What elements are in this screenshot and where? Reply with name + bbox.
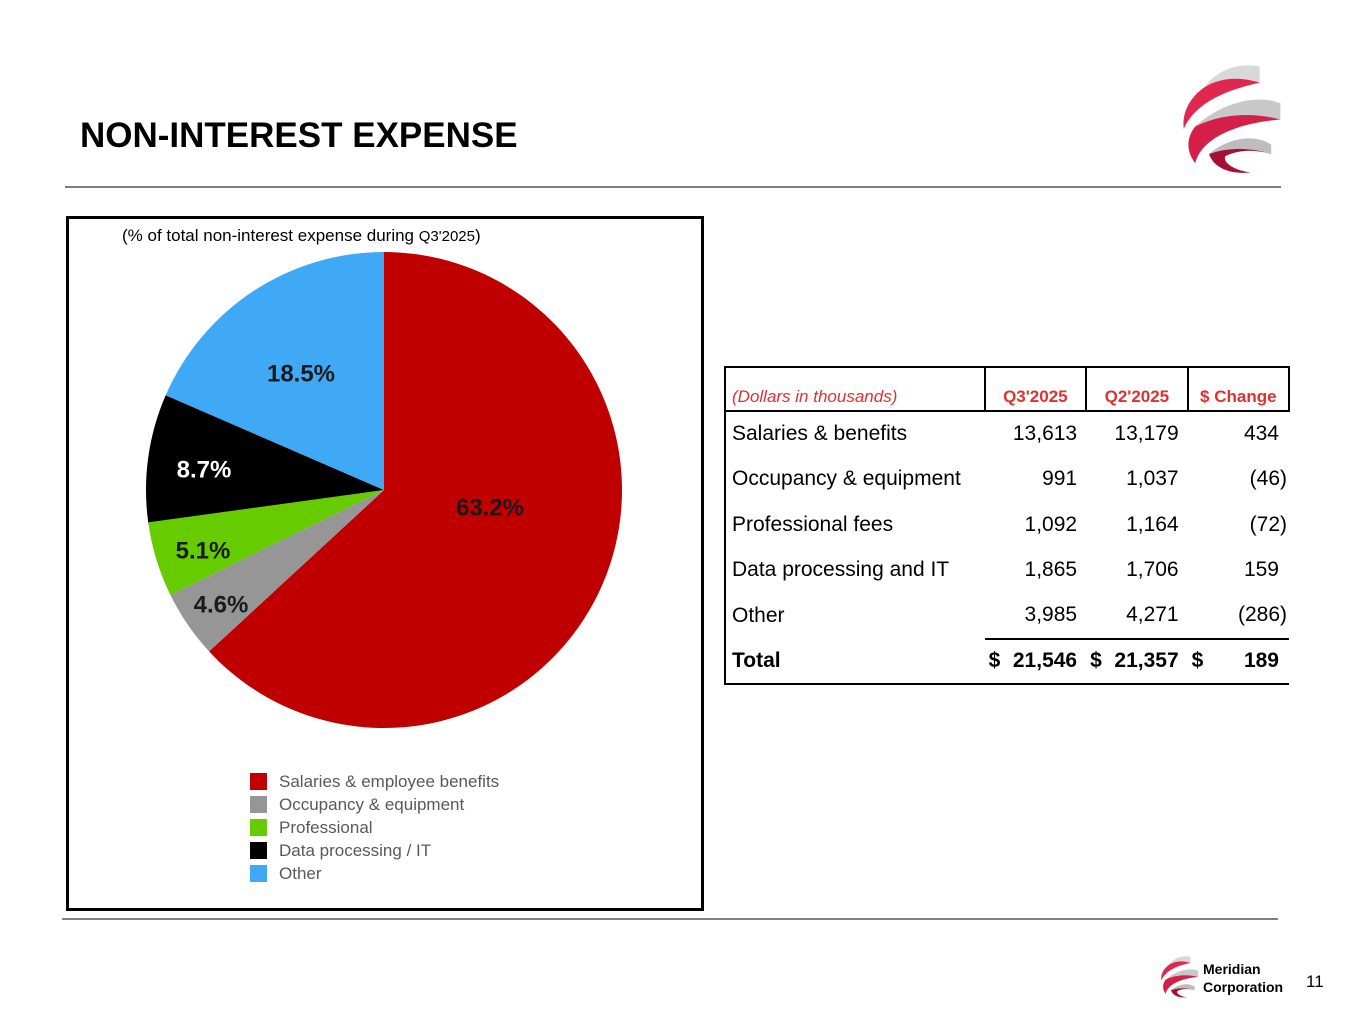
- data-label: 63.2%: [456, 494, 524, 521]
- chart-title-period: Q3'2025: [418, 228, 475, 245]
- legend-label: Professional: [279, 817, 373, 837]
- row-label: Data processing and IT: [724, 547, 985, 593]
- page-number: 11: [1306, 972, 1324, 991]
- page-title: NON-INTEREST EXPENSE: [80, 116, 518, 155]
- total-q2-value: 21,357: [1114, 649, 1179, 673]
- total-q3-value: 21,546: [1012, 649, 1078, 673]
- row-change: 434: [1243, 422, 1279, 446]
- row-change: (46): [1249, 467, 1287, 491]
- legend-item: Salaries & employee benefits: [250, 770, 499, 793]
- table-row: Occupancy & equipment 991 1,037 (46): [724, 456, 1289, 502]
- expense-table: (Dollars in thousands) Q3'2025 Q2'2025 $…: [724, 366, 1291, 685]
- chart-title-close: ): [474, 226, 481, 245]
- legend-item: Other: [250, 862, 499, 885]
- header-divider: [65, 186, 1281, 188]
- row-q3: 1,865: [1024, 558, 1078, 582]
- legend-label: Other: [279, 863, 322, 883]
- pie-slice-occupancy-equipment: [170, 490, 384, 652]
- total-change-value: 189: [1243, 649, 1279, 673]
- row-change: (72): [1249, 512, 1287, 536]
- row-q2: 4,271: [1086, 593, 1188, 639]
- row-label: Professional fees: [724, 502, 985, 548]
- legend-swatch: [250, 796, 267, 813]
- footer-logo-icon: [1161, 956, 1199, 998]
- currency-symbol: $: [1090, 649, 1102, 673]
- legend-swatch: [250, 819, 267, 836]
- row-label: Salaries & benefits: [724, 411, 985, 457]
- total-q3: $21,546: [984, 637, 1087, 685]
- total-label: Total: [724, 638, 985, 685]
- row-q3: 1,092: [1024, 512, 1078, 536]
- row-label: Other: [724, 593, 985, 639]
- table-row: Salaries & benefits 13,613 13,179 434: [724, 411, 1289, 457]
- table-row: Other 3,985 4,271 (286): [724, 593, 1289, 639]
- legend-item: Occupancy & equipment: [250, 793, 499, 816]
- col-header-change: $ Change: [1186, 366, 1291, 412]
- row-q2: 1,706: [1126, 558, 1179, 582]
- col-header-q3: Q3'2025: [983, 366, 1087, 412]
- row-q2: 13,179: [1114, 422, 1179, 446]
- chart-title: (% of total non-interest expense during …: [122, 226, 481, 246]
- legend-label: Salaries & employee benefits: [279, 771, 500, 791]
- legend-swatch: [250, 842, 267, 859]
- chart-title-text: (% of total non-interest expense during: [122, 226, 419, 245]
- table-row: Data processing and IT 1,865 1,706 159: [724, 547, 1289, 593]
- row-q3: 991: [1042, 467, 1078, 491]
- legend-swatch: [250, 865, 267, 882]
- row-change: (286): [1187, 593, 1289, 639]
- data-label: 8.7%: [177, 456, 232, 483]
- footer-divider: [62, 918, 1278, 920]
- chart-legend: Salaries & employee benefits Occupancy & …: [250, 770, 499, 885]
- row-label: Occupancy & equipment: [724, 456, 985, 502]
- row-q3: 13,613: [1012, 422, 1078, 446]
- row-q2: 1,037: [1126, 467, 1179, 491]
- pie-slice-professional: [148, 490, 384, 595]
- chart-frame: [66, 216, 704, 911]
- legend-label: Occupancy & equipment: [279, 794, 465, 814]
- row-q3: 3,985: [984, 593, 1087, 639]
- row-q2: 1,164: [1126, 512, 1179, 536]
- footer-company-name: Meridian Corporation: [1203, 960, 1283, 996]
- legend-label: Data processing / IT: [279, 840, 432, 860]
- footer-company-line2: Corporation: [1203, 979, 1284, 995]
- currency-symbol: $: [988, 649, 1001, 673]
- total-change: $189: [1187, 637, 1289, 685]
- footer-company-line1: Meridian: [1203, 961, 1261, 977]
- pie-slice-other: [165, 252, 384, 490]
- total-row: Total $21,546 $21,357 $189: [724, 637, 1289, 685]
- legend-item: Professional: [250, 816, 499, 839]
- unit-label: (Dollars in thousands): [724, 366, 985, 412]
- table-row: Professional fees 1,092 1,164 (72): [724, 502, 1289, 548]
- currency-symbol: $: [1191, 649, 1204, 673]
- company-logo-icon: [1183, 65, 1281, 173]
- total-q2: $21,357: [1086, 637, 1188, 685]
- data-label: 4.6%: [194, 591, 249, 618]
- legend-swatch: [250, 773, 267, 790]
- data-label: 18.5%: [267, 360, 335, 387]
- pie-slice-data-processing-it: [146, 395, 384, 523]
- legend-item: Data processing / IT: [250, 839, 499, 862]
- pie-slice-salaries-employee-benefits: [209, 252, 622, 728]
- data-label: 5.1%: [176, 537, 231, 564]
- col-header-q2: Q2'2025: [1085, 366, 1188, 412]
- row-change: 159: [1243, 558, 1279, 582]
